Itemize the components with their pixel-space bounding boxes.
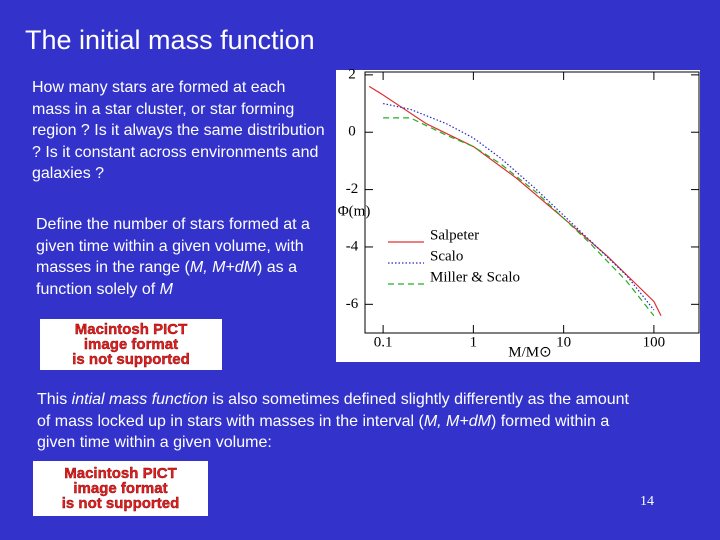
legend-label: Miller & Scalo [430,269,520,285]
data-line [383,117,655,317]
page-number: 14 [640,494,654,509]
data-line [382,102,655,311]
text-run: Define the number of stars formed at a g… [36,216,310,276]
image-placeholder: Macintosh PICT image format is not suppo… [33,461,208,516]
text-run: This [37,391,72,408]
plot-frame [364,71,700,334]
placeholder-text: Macintosh PICT [64,465,177,482]
paragraph: How many stars are formed at each mass i… [32,79,325,182]
text-run: M [159,280,173,298]
y-tick-label: 2 [348,66,356,82]
text-run: M, M+dM [423,412,491,430]
x-tick-label: 100 [643,334,666,350]
text-run: ) formed within a given time within a gi… [37,412,610,452]
y-tick-label: -6 [346,296,359,312]
slide-title: The initial mass function [25,25,315,55]
y-tick-label: 0 [348,124,356,140]
y-tick-label: -2 [346,181,359,197]
legend-label: Salpeter [430,227,479,243]
x-tick-label: 0.1 [374,334,393,350]
placeholder-text: image format [83,336,179,353]
placeholder-text: is not supported [72,351,190,368]
x-tick-label: 1 [470,334,478,350]
paragraph: This intial mass function is also someti… [37,389,637,454]
legend-label: Scalo [430,248,463,264]
y-axis-label: Φ(m) [338,203,371,219]
placeholder-text: is not supported [61,495,180,512]
placeholder-text: Macintosh PICT [74,321,188,338]
paragraph: Define the number of stars formed at a g… [36,214,336,300]
chart-background [336,70,700,362]
text-run: intial mass function [71,391,208,408]
y-tick-label: -4 [346,238,359,254]
image-placeholder: Macintosh PICT image format is not suppo… [40,319,222,370]
data-line [368,85,662,317]
placeholder-text: image format [73,480,168,497]
text-run: ) as a function solely of [36,259,297,298]
text-run: M, M+dM [189,259,257,276]
x-axis-label: M/M⊙ [508,344,551,360]
text-run: is also sometimes defined slightly diffe… [37,391,629,430]
x-tick-label: 10 [556,334,571,350]
